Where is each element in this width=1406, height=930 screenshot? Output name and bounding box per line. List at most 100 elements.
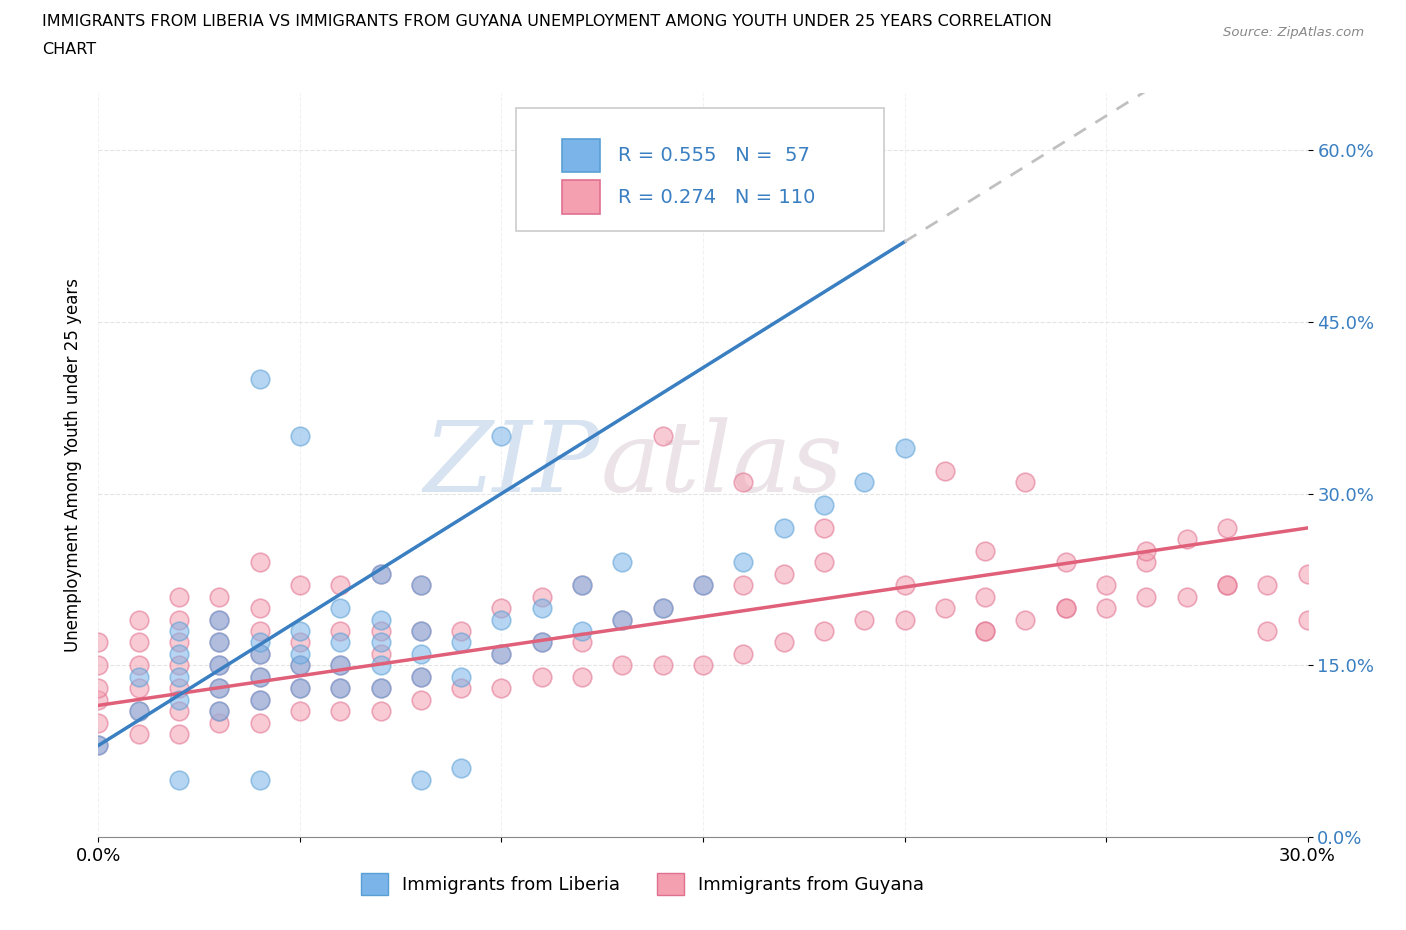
Immigrants from Guyana <box>208 612 231 627</box>
Immigrants from Liberia <box>288 658 311 672</box>
Immigrants from Guyana <box>167 704 190 719</box>
Immigrants from Guyana <box>370 681 392 696</box>
Immigrants from Guyana <box>1216 578 1239 592</box>
Immigrants from Guyana <box>87 658 110 672</box>
Immigrants from Guyana <box>249 670 271 684</box>
Immigrants from Guyana <box>288 704 311 719</box>
Immigrants from Liberia <box>208 681 231 696</box>
Immigrants from Liberia <box>409 578 432 592</box>
Immigrants from Guyana <box>491 646 513 661</box>
Immigrants from Guyana <box>208 635 231 650</box>
Immigrants from Guyana <box>893 612 915 627</box>
Immigrants from Guyana <box>1216 578 1239 592</box>
Immigrants from Guyana <box>651 429 673 444</box>
Immigrants from Guyana <box>772 635 794 650</box>
Immigrants from Liberia <box>128 704 150 719</box>
Immigrants from Guyana <box>571 635 593 650</box>
Immigrants from Guyana <box>450 681 472 696</box>
Immigrants from Guyana <box>208 658 231 672</box>
Immigrants from Guyana <box>651 601 673 616</box>
Immigrants from Guyana <box>1296 566 1319 581</box>
Immigrants from Guyana <box>87 715 110 730</box>
Immigrants from Liberia <box>450 670 472 684</box>
Immigrants from Guyana <box>974 543 997 558</box>
Immigrants from Liberia <box>450 761 472 776</box>
Immigrants from Liberia <box>692 578 714 592</box>
Immigrants from Liberia <box>167 692 190 707</box>
Immigrants from Guyana <box>288 681 311 696</box>
Immigrants from Guyana <box>692 578 714 592</box>
Immigrants from Guyana <box>87 738 110 753</box>
Immigrants from Guyana <box>571 578 593 592</box>
Immigrants from Liberia <box>370 566 392 581</box>
FancyBboxPatch shape <box>516 108 884 231</box>
Immigrants from Guyana <box>329 704 352 719</box>
Y-axis label: Unemployment Among Youth under 25 years: Unemployment Among Youth under 25 years <box>63 278 82 652</box>
Immigrants from Guyana <box>128 726 150 741</box>
Immigrants from Guyana <box>208 715 231 730</box>
Immigrants from Liberia <box>571 578 593 592</box>
Immigrants from Guyana <box>1095 601 1118 616</box>
Immigrants from Liberia <box>329 658 352 672</box>
Immigrants from Liberia <box>450 635 472 650</box>
Immigrants from Guyana <box>733 578 755 592</box>
Bar <box>561 139 600 172</box>
Immigrants from Liberia <box>491 646 513 661</box>
Immigrants from Guyana <box>813 555 835 570</box>
Immigrants from Guyana <box>893 578 915 592</box>
Immigrants from Liberia <box>853 474 876 489</box>
Immigrants from Guyana <box>167 635 190 650</box>
Immigrants from Liberia <box>409 772 432 787</box>
Immigrants from Guyana <box>612 612 634 627</box>
Immigrants from Liberia <box>329 601 352 616</box>
Immigrants from Guyana <box>1216 521 1239 536</box>
Immigrants from Liberia <box>208 658 231 672</box>
Legend: Immigrants from Liberia, Immigrants from Guyana: Immigrants from Liberia, Immigrants from… <box>354 866 931 902</box>
Immigrants from Liberia <box>409 670 432 684</box>
Immigrants from Liberia <box>409 646 432 661</box>
Immigrants from Liberia <box>208 612 231 627</box>
Immigrants from Guyana <box>974 590 997 604</box>
Immigrants from Liberia <box>612 612 634 627</box>
Immigrants from Liberia <box>288 681 311 696</box>
Immigrants from Guyana <box>813 623 835 638</box>
Immigrants from Guyana <box>128 635 150 650</box>
Immigrants from Guyana <box>1014 612 1036 627</box>
Text: R = 0.274   N = 110: R = 0.274 N = 110 <box>619 188 815 206</box>
Immigrants from Liberia <box>491 429 513 444</box>
Immigrants from Guyana <box>87 692 110 707</box>
Immigrants from Guyana <box>409 670 432 684</box>
Immigrants from Guyana <box>974 623 997 638</box>
Immigrants from Guyana <box>853 612 876 627</box>
Immigrants from Guyana <box>813 521 835 536</box>
Immigrants from Liberia <box>772 521 794 536</box>
Immigrants from Guyana <box>1054 555 1077 570</box>
Text: atlas: atlas <box>600 418 844 512</box>
Immigrants from Liberia <box>167 670 190 684</box>
Immigrants from Liberia <box>128 670 150 684</box>
Immigrants from Guyana <box>491 601 513 616</box>
Immigrants from Guyana <box>249 601 271 616</box>
Immigrants from Liberia <box>249 692 271 707</box>
Immigrants from Liberia <box>893 441 915 456</box>
Immigrants from Guyana <box>974 623 997 638</box>
Immigrants from Guyana <box>1175 532 1198 547</box>
Immigrants from Guyana <box>167 681 190 696</box>
Immigrants from Guyana <box>167 590 190 604</box>
Immigrants from Liberia <box>409 623 432 638</box>
Immigrants from Liberia <box>612 555 634 570</box>
Immigrants from Liberia <box>571 623 593 638</box>
Immigrants from Liberia <box>167 623 190 638</box>
Immigrants from Guyana <box>249 646 271 661</box>
Immigrants from Liberia <box>651 601 673 616</box>
Immigrants from Guyana <box>370 704 392 719</box>
Text: IMMIGRANTS FROM LIBERIA VS IMMIGRANTS FROM GUYANA UNEMPLOYMENT AMONG YOUTH UNDER: IMMIGRANTS FROM LIBERIA VS IMMIGRANTS FR… <box>42 14 1052 29</box>
Immigrants from Guyana <box>167 612 190 627</box>
Immigrants from Guyana <box>1175 590 1198 604</box>
Immigrants from Liberia <box>87 738 110 753</box>
Immigrants from Liberia <box>530 601 553 616</box>
Immigrants from Guyana <box>733 474 755 489</box>
Immigrants from Guyana <box>128 704 150 719</box>
Text: Source: ZipAtlas.com: Source: ZipAtlas.com <box>1223 26 1364 39</box>
Immigrants from Guyana <box>288 635 311 650</box>
